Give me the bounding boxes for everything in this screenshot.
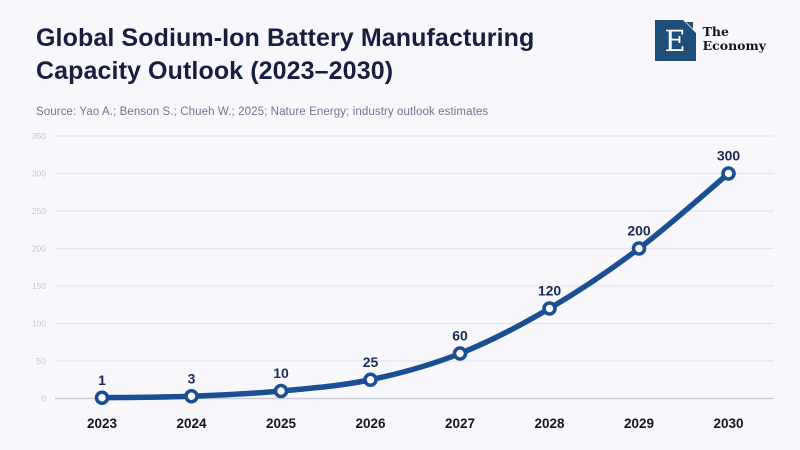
source-attribution: Source: Yao A.; Benson S.; Chueh W.; 202… (36, 106, 489, 118)
x-tick-label: 2030 (713, 416, 743, 431)
y-tick-label: 200 (32, 244, 46, 254)
logo-wordmark-line1: The (702, 24, 729, 39)
brand-logo: E The Economy (654, 20, 766, 61)
data-point[interactable] (184, 388, 199, 404)
logo-monogram-icon: E (654, 20, 696, 61)
data-point-label: 300 (717, 148, 741, 164)
x-tick-label: 2023 (87, 416, 118, 431)
y-tick-label: 300 (32, 169, 46, 179)
data-point-label: 120 (538, 283, 562, 299)
x-tick-label: 2026 (355, 416, 386, 431)
y-tick-label: 50 (37, 356, 47, 366)
data-point-label: 25 (363, 354, 379, 370)
page-title: Global Sodium-Ion Battery Manufacturing … (36, 24, 535, 85)
data-point[interactable] (94, 390, 110, 406)
data-point-label: 60 (452, 328, 468, 344)
capacity-line-chart: 0 50 100 150 200 250 300 350 1 2023 3 2024 10 2025 25 2… (32, 131, 774, 431)
data-point[interactable] (363, 372, 378, 388)
y-tick-label: 350 (32, 131, 46, 141)
x-tick-label: 2029 (624, 416, 654, 431)
data-point[interactable] (273, 383, 289, 399)
data-point-label: 10 (273, 365, 289, 381)
data-point[interactable] (631, 241, 647, 256)
x-tick-label: 2024 (176, 416, 207, 431)
data-point[interactable] (452, 346, 468, 361)
logo-wordmark-line2: Economy (702, 38, 766, 53)
data-point-label: 3 (188, 370, 196, 386)
logo-corner-tick-icon (685, 22, 693, 29)
x-tick-label: 2027 (445, 416, 475, 431)
logo-wordmark: The Economy (703, 20, 766, 53)
y-tick-label: 150 (32, 281, 46, 291)
x-tick-label: 2028 (534, 416, 565, 431)
y-tick-label: 250 (32, 206, 46, 216)
x-tick-label: 2025 (266, 416, 297, 431)
data-point[interactable] (721, 166, 736, 181)
data-point-label: 200 (627, 223, 651, 239)
data-point-label: 1 (98, 372, 106, 388)
y-tick-label: 100 (32, 319, 46, 329)
y-tick-label: 0 (41, 394, 46, 404)
chart-area: 0 50 100 150 200 250 300 350 1 2023 3 2024 10 2025 25 2… (0, 130, 800, 450)
data-point[interactable] (542, 301, 557, 316)
logo-monogram-letter: E (664, 23, 686, 58)
